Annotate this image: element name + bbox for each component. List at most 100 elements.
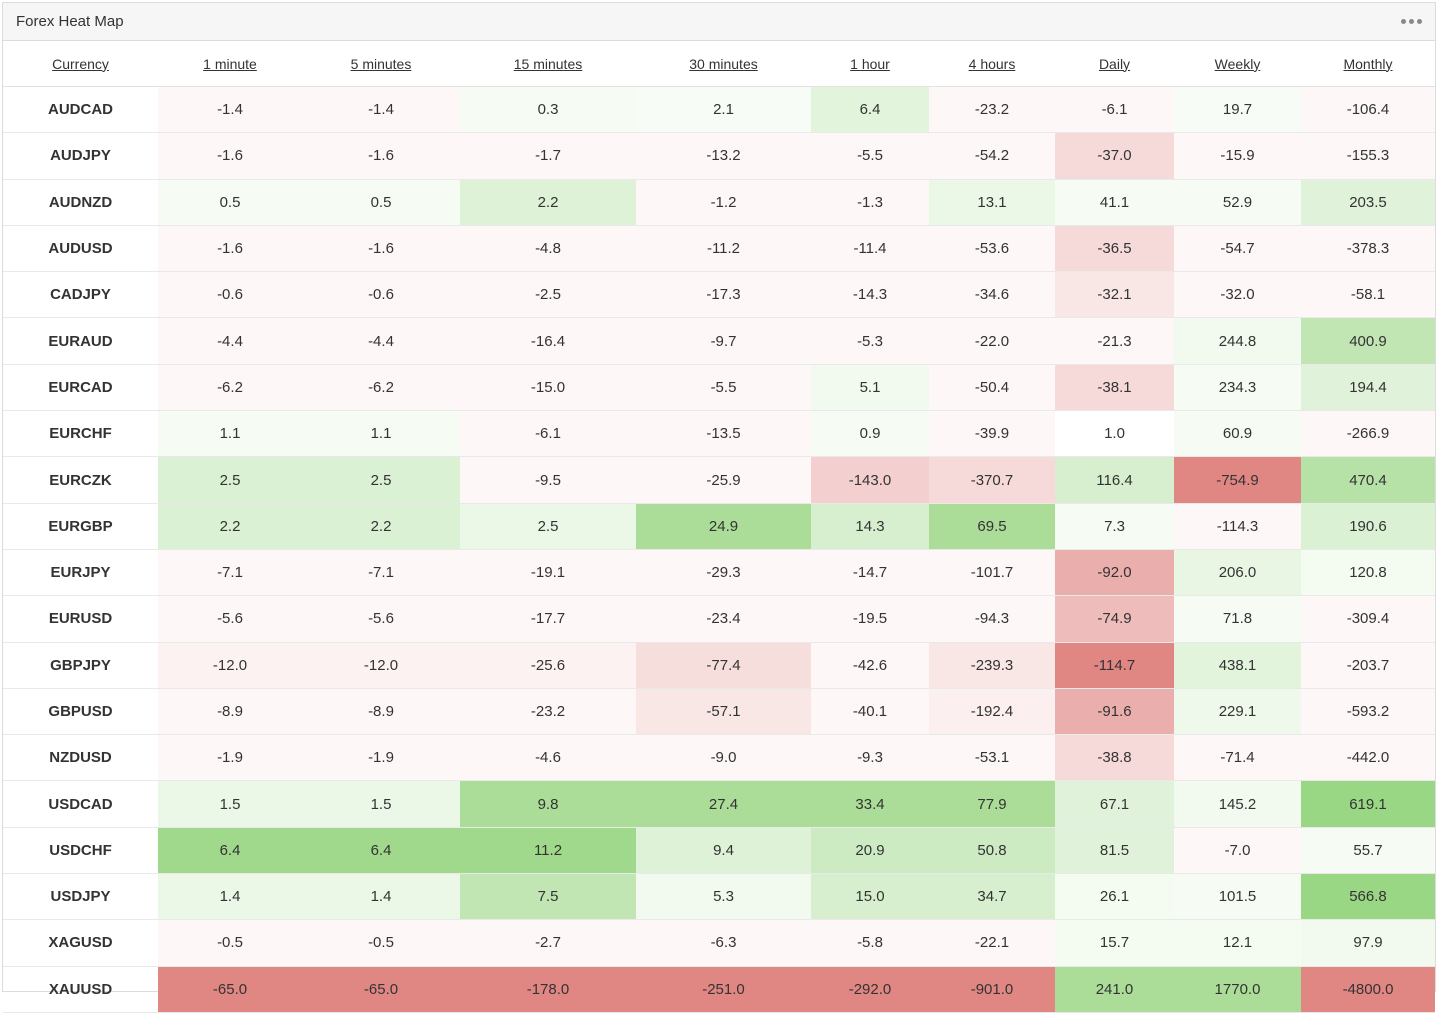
column-header-link[interactable]: Currency [52,55,109,72]
heat-cell: -15.9 [1174,132,1301,180]
heat-cell: -101.7 [929,549,1055,597]
column-header-9[interactable]: Monthly [1301,41,1435,87]
heat-cell: -378.3 [1301,225,1435,273]
heat-cell: -53.1 [929,734,1055,782]
heat-cell: 24.9 [636,503,811,550]
heat-cell: 2.2 [302,503,460,550]
heat-cell: -29.3 [636,549,811,597]
heat-cell: -19.1 [460,549,636,597]
heat-cell: -25.9 [636,456,811,504]
heat-cell: 203.5 [1301,179,1435,226]
heat-cell: 7.3 [1055,503,1174,550]
column-header-2[interactable]: 5 minutes [302,41,460,87]
heat-cell: 6.4 [158,827,302,875]
heat-cell: 12.1 [1174,919,1301,967]
table-row: GBPUSD -8.9 -8.9 -23.2 -57.1 -40.1 -192.4 -91.6… [3,688,1435,736]
column-header-link[interactable]: Monthly [1343,55,1393,72]
heat-cell: -7.1 [158,549,302,597]
heat-cell: 69.5 [929,503,1055,550]
heat-cell: 0.9 [811,410,929,458]
heat-cell: -1.6 [302,225,460,273]
heat-cell: 400.9 [1301,317,1435,365]
heat-cell: -65.0 [302,966,460,1013]
heat-cell: 2.5 [158,456,302,504]
heat-cell: -77.4 [636,642,811,689]
column-header-8[interactable]: Weekly [1174,41,1301,87]
column-header-link[interactable]: Daily [1098,55,1131,72]
heat-cell: -39.9 [929,410,1055,458]
column-header-link[interactable]: 1 minute [203,55,257,72]
column-header-link[interactable]: 4 hours [968,55,1016,72]
heat-cell: 2.5 [460,503,636,550]
heat-cell: 2.1 [636,86,811,134]
currency-symbol: XAUUSD [3,966,158,1013]
column-header-1[interactable]: 1 minute [158,41,302,87]
table-row: EURAUD -4.4 -4.4 -16.4 -9.7 -5.3 -22.0 -21.3 244… [3,317,1435,365]
heat-cell: -4800.0 [1301,966,1435,1013]
heat-cell: -106.4 [1301,86,1435,134]
column-header-4[interactable]: 30 minutes [636,41,811,87]
column-header-0[interactable]: Currency [3,41,158,87]
heat-cell: -155.3 [1301,132,1435,180]
table-row: NZDUSD -1.9 -1.9 -4.6 -9.0 -9.3 -53.1 -38.8 -71.… [3,734,1435,782]
heat-cell: -8.9 [158,688,302,736]
heat-cell: -15.0 [460,364,636,412]
heat-cell: 13.1 [929,179,1055,226]
currency-symbol: USDCAD [3,780,158,828]
heat-cell: 41.1 [1055,179,1174,226]
heat-cell: -14.7 [811,549,929,597]
heat-cell: -7.0 [1174,827,1301,875]
heat-cell: -32.0 [1174,271,1301,319]
column-header-link[interactable]: Weekly [1214,55,1261,72]
more-horizontal-icon[interactable] [1399,11,1423,31]
heat-cell: -54.2 [929,132,1055,180]
currency-symbol: GBPJPY [3,642,158,689]
column-header-3[interactable]: 15 minutes [460,41,636,87]
currency-symbol: EURAUD [3,317,158,365]
heat-cell: 50.8 [929,827,1055,875]
heat-cell: 7.5 [460,873,636,921]
currency-symbol: GBPUSD [3,688,158,736]
heat-cell: 15.0 [811,873,929,921]
heat-cell: -0.6 [302,271,460,319]
column-header-5[interactable]: 1 hour [811,41,929,87]
column-header-link[interactable]: 30 minutes [689,55,758,72]
heat-cell: 6.4 [302,827,460,875]
heat-cell: -203.7 [1301,642,1435,689]
heat-cell: -192.4 [929,688,1055,736]
heat-cell: 14.3 [811,503,929,550]
heat-cell: 52.9 [1174,179,1301,226]
heat-cell: 20.9 [811,827,929,875]
heat-cell: 1770.0 [1174,966,1301,1013]
heat-cell: -114.7 [1055,642,1174,689]
heat-cell: -32.1 [1055,271,1174,319]
heat-cell: 120.8 [1301,549,1435,597]
heat-cell: 1.5 [302,780,460,828]
column-header-link[interactable]: 5 minutes [350,55,412,72]
heat-cell: -14.3 [811,271,929,319]
heat-cell: -4.4 [158,317,302,365]
heat-cell: -7.1 [302,549,460,597]
heat-cell: -34.6 [929,271,1055,319]
column-header-6[interactable]: 4 hours [929,41,1055,87]
heat-cell: 34.7 [929,873,1055,921]
heat-cell: -1.6 [302,132,460,180]
currency-symbol: EURUSD [3,595,158,643]
table-row: AUDJPY -1.6 -1.6 -1.7 -13.2 -5.5 -54.2 -37.0 -15… [3,132,1435,180]
currency-symbol: EURCAD [3,364,158,412]
column-header-link[interactable]: 1 hour [850,55,890,72]
heat-cell: -1.6 [158,132,302,180]
heat-cell: 77.9 [929,780,1055,828]
table-row: GBPJPY -12.0 -12.0 -25.6 -77.4 -42.6 -239.3 -11… [3,642,1435,689]
column-header-7[interactable]: Daily [1055,41,1174,87]
heat-cell: -442.0 [1301,734,1435,782]
column-header-link[interactable]: 15 minutes [513,55,583,72]
heat-cell: 81.5 [1055,827,1174,875]
heat-cell: -1.4 [302,86,460,134]
heat-cell: -9.5 [460,456,636,504]
heat-cell: -11.2 [636,225,811,273]
heat-cell: 0.5 [302,179,460,226]
heat-cell: 27.4 [636,780,811,828]
heat-cell: -4.4 [302,317,460,365]
